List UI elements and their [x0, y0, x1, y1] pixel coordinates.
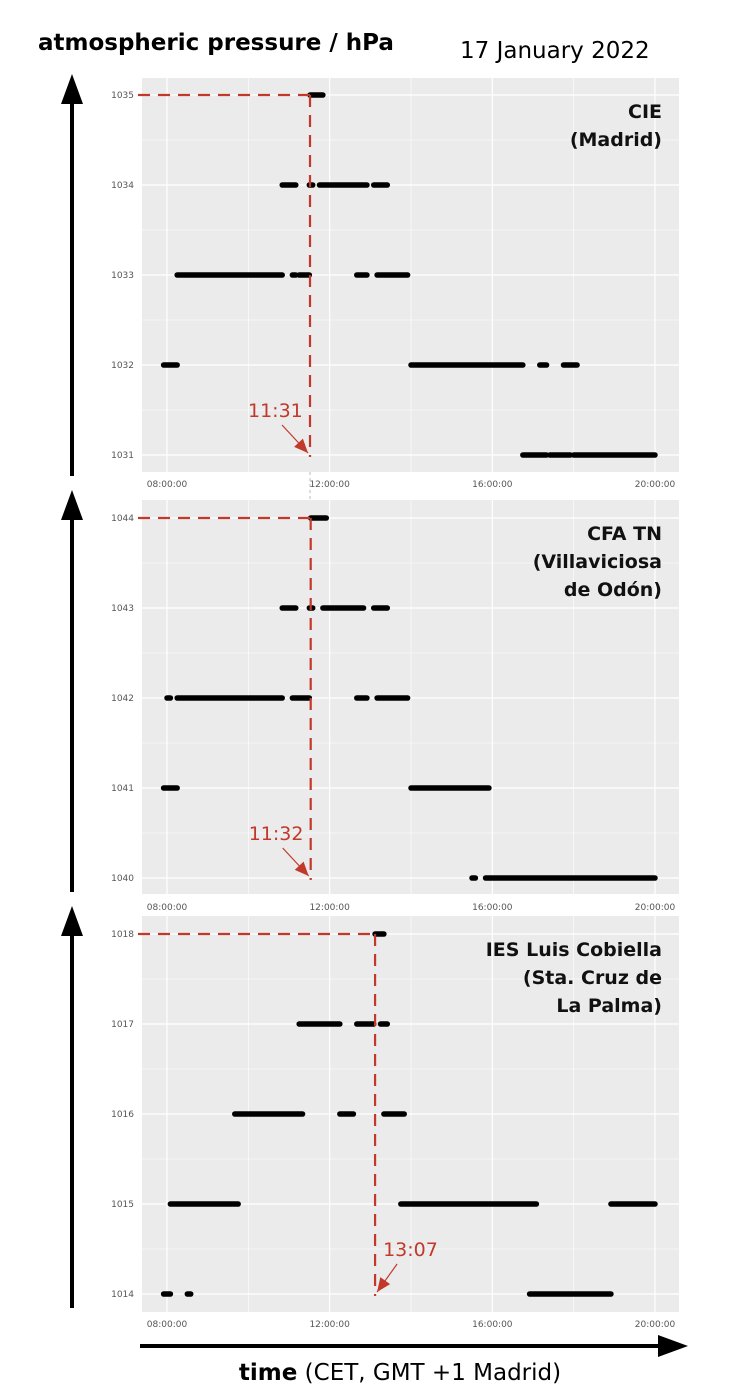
site-label: (Madrid) — [570, 129, 662, 151]
date-label: 17 January 2022 — [460, 38, 650, 64]
y-tick-label: 1031 — [111, 451, 134, 461]
panel-2: 08:00:00 12:00:00 16:00:00 20:00:00 1040 1041… — [111, 500, 679, 913]
y-tick-label: 1014 — [111, 1290, 134, 1300]
y-tick-label: 1034 — [111, 181, 134, 191]
y-tick-label: 1041 — [111, 784, 134, 794]
annotation-time-label: 11:32 — [249, 823, 304, 845]
y-tick-label: 1017 — [111, 1020, 134, 1030]
x-tick-label: 08:00:00 — [147, 480, 188, 490]
x-axis-title-rest: (CET, GMT +1 Madrid) — [297, 1360, 561, 1386]
x-axis-title-bold: time — [239, 1360, 297, 1386]
annotation-time-label: 13:07 — [383, 1239, 438, 1261]
y-arrowhead-3 — [61, 906, 83, 936]
x-arrowhead — [658, 1335, 688, 1357]
site-label: CIE — [628, 101, 662, 123]
site-label: IES Luis Cobiella — [486, 939, 662, 961]
y-tick-label: 1033 — [111, 271, 134, 281]
annotation-arrowhead — [294, 438, 309, 453]
x-tick-label: 12:00:00 — [309, 480, 350, 490]
y-arrowhead-2 — [61, 490, 83, 520]
annotation-arrowhead — [294, 861, 309, 876]
site-label: CFA TN — [587, 523, 662, 545]
time-arrow — [140, 1335, 688, 1357]
y-tick-label: 1016 — [111, 1110, 134, 1120]
x-axis-title: time (CET, GMT +1 Madrid) — [239, 1360, 561, 1386]
x-tick-label: 20:00:00 — [635, 903, 676, 913]
x-tick-label: 20:00:00 — [635, 480, 676, 490]
annotation-arrowhead — [377, 1277, 391, 1292]
panel-3: 08:00:00 12:00:00 16:00:00 20:00:00 1014 1015… — [111, 916, 679, 1330]
x-tick-label: 08:00:00 — [147, 1320, 188, 1330]
annotation-time-label: 11:31 — [248, 400, 303, 422]
y-tick-label: 1040 — [111, 874, 134, 884]
x-tick-label: 16:00:00 — [472, 903, 513, 913]
y-arrowhead-1 — [61, 74, 83, 104]
y-axis-title: atmospheric pressure / hPa — [38, 30, 394, 56]
x-tick-label: 20:00:00 — [635, 1320, 676, 1330]
x-tick-label: 16:00:00 — [472, 480, 513, 490]
y-tick-label: 1042 — [111, 694, 134, 704]
x-tick-label: 08:00:00 — [147, 903, 188, 913]
x-tick-label: 12:00:00 — [309, 1320, 350, 1330]
y-tick-label: 1015 — [111, 1200, 134, 1210]
x-tick-label: 12:00:00 — [309, 903, 350, 913]
left-arrows — [61, 74, 83, 1308]
x-tick-label: 16:00:00 — [472, 1320, 513, 1330]
y-tick-label: 1032 — [111, 361, 134, 371]
y-tick-label: 1043 — [111, 604, 134, 614]
site-label: La Palma) — [556, 995, 662, 1017]
y-tick-label: 1044 — [111, 514, 134, 524]
site-label: de Odón) — [564, 579, 662, 601]
panels: 08:00:00 12:00:00 16:00:00 20:00:00 1031 1032… — [111, 78, 679, 1330]
panel-1: 08:00:00 12:00:00 16:00:00 20:00:00 1031 1032… — [111, 78, 679, 490]
y-tick-label: 1035 — [111, 91, 134, 101]
site-label: (Sta. Cruz de — [523, 967, 662, 989]
site-label: (Villaviciosa — [533, 551, 662, 573]
y-tick-label: 1018 — [111, 930, 134, 940]
